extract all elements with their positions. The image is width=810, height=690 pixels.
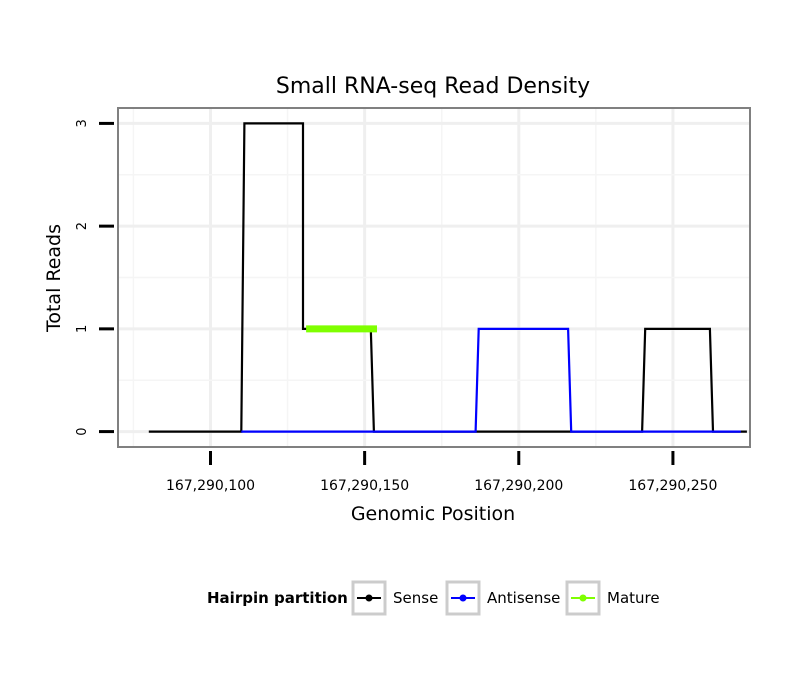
series-layer — [148, 122, 747, 433]
x-tick-label: 167,290,100 — [166, 478, 255, 494]
legend-item-mature: Mature — [565, 580, 660, 616]
x-axis-label: Genomic Position — [351, 503, 515, 525]
series-line-antisense — [241, 327, 741, 433]
y-tick-label: 3 — [75, 119, 90, 127]
legend-item-antisense: Antisense — [445, 580, 560, 616]
legend-label: Antisense — [487, 589, 560, 607]
legend-label: Mature — [607, 589, 660, 607]
x-tick-label: 167,290,250 — [628, 478, 717, 494]
legend-title: Hairpin partition — [207, 589, 348, 607]
y-axis-ticks: 0 1 2 3 — [75, 119, 114, 436]
y-axis-label: Total Reads — [43, 224, 65, 333]
plot-area — [117, 107, 751, 448]
gridlines — [118, 108, 750, 447]
legend-items: Sense Antisense Mature — [351, 580, 660, 616]
legend-key-point — [365, 594, 373, 602]
legend-label: Sense — [393, 589, 438, 607]
y-tick-label: 1 — [75, 325, 90, 333]
x-tick-label: 167,290,200 — [474, 478, 563, 494]
y-tick-label: 2 — [75, 222, 90, 230]
series-line-sense — [148, 122, 747, 433]
legend: Hairpin partition Sense Antisense Mature — [207, 580, 660, 616]
legend-key-point — [459, 594, 467, 602]
x-axis-ticks: 167,290,100 167,290,150 167,290,200 167,290… — [166, 451, 717, 494]
plot-border — [117, 107, 751, 448]
legend-item-sense: Sense — [351, 580, 438, 616]
legend-key-point — [579, 594, 587, 602]
chart-title: Small RNA-seq Read Density — [276, 74, 590, 99]
x-tick-label: 167,290,150 — [320, 478, 409, 494]
y-tick-label: 0 — [75, 427, 90, 435]
